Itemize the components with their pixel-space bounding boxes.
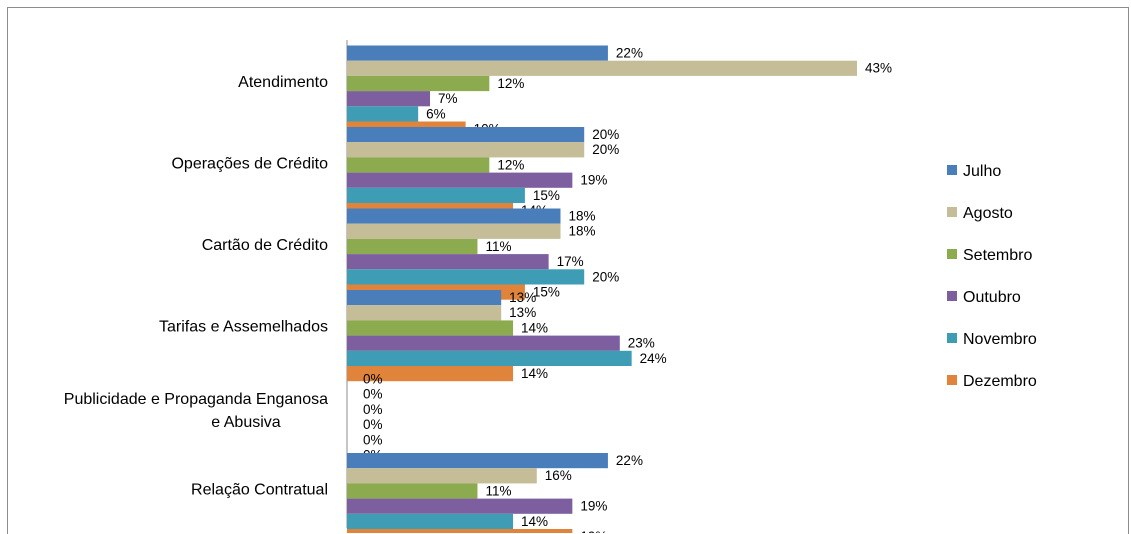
data-label: 11%: [485, 483, 511, 498]
category-label: Tarifas e Assemelhados: [159, 318, 328, 335]
data-label: 24%: [640, 351, 667, 366]
data-label: 43%: [865, 61, 892, 76]
data-label: 22%: [616, 46, 643, 61]
data-label: 19%: [580, 173, 607, 188]
bar-novembro: [347, 350, 632, 366]
bar-outubro: [347, 91, 431, 107]
bar-agosto: [347, 60, 857, 76]
bar-novembro: [347, 269, 585, 285]
data-label: 15%: [533, 285, 560, 300]
category-label: Publicidade e Propaganda Enganosa e Abusi…: [64, 391, 328, 431]
data-label: 0%: [363, 387, 383, 402]
bar-setembro: [347, 483, 478, 499]
category-label: Cartão de Crédito: [202, 237, 328, 254]
data-label: 22%: [616, 453, 643, 468]
bar-agosto: [347, 142, 585, 158]
legend-label: Setembro: [963, 247, 1032, 264]
data-label: 15%: [533, 188, 560, 203]
data-label: 17%: [557, 254, 584, 269]
category-label: Atendimento: [238, 74, 328, 91]
data-label: 20%: [592, 142, 619, 157]
legend-label: Julho: [963, 163, 1001, 180]
data-label: 0%: [363, 402, 383, 417]
bar-novembro: [347, 513, 514, 529]
data-label: 6%: [426, 106, 446, 121]
data-label: 19%: [580, 529, 607, 533]
bar-julho: [347, 208, 561, 224]
bar-setembro: [347, 320, 514, 336]
data-label: 12%: [497, 76, 524, 91]
bar-setembro: [347, 157, 490, 173]
data-label: 0%: [363, 372, 383, 387]
bar-agosto: [347, 468, 537, 484]
bar-setembro: [347, 238, 478, 255]
data-label: 20%: [592, 269, 619, 284]
data-label: 0%: [363, 432, 383, 447]
data-label: 19%: [580, 499, 607, 514]
legend-swatch: [947, 291, 957, 301]
data-label: 7%: [438, 91, 458, 106]
legend-swatch: [947, 165, 957, 175]
data-label: 14%: [521, 514, 548, 529]
data-label: 0%: [363, 417, 383, 432]
legend-swatch: [947, 207, 957, 217]
bar-outubro: [347, 335, 620, 351]
bar-julho: [347, 127, 585, 143]
chart-frame: [7, 7, 1129, 534]
bar-julho: [347, 290, 502, 306]
data-label: 18%: [568, 224, 595, 239]
bar-agosto: [347, 223, 561, 239]
legend-label: Dezembro: [963, 373, 1037, 390]
bar-outubro: [347, 254, 549, 270]
category-label: Relação Contratual: [191, 481, 328, 498]
bar-novembro: [347, 187, 525, 203]
legend-swatch: [947, 333, 957, 343]
legend-swatch: [947, 375, 957, 385]
data-label: 12%: [497, 157, 524, 172]
data-label: 13%: [509, 305, 536, 320]
bar-julho: [347, 45, 608, 61]
legend-label: Outubro: [963, 289, 1021, 306]
legend-label: Agosto: [963, 205, 1013, 222]
data-label: 20%: [592, 127, 619, 142]
data-label: 16%: [545, 468, 572, 483]
data-label: 14%: [521, 366, 548, 381]
bar-novembro: [347, 106, 419, 122]
bar-outubro: [347, 172, 573, 188]
data-label: 11%: [485, 239, 511, 254]
data-label: 23%: [628, 336, 655, 351]
data-label: 14%: [521, 320, 548, 335]
bar-setembro: [347, 75, 490, 92]
legend-label: Novembro: [963, 331, 1037, 348]
data-label: 13%: [509, 290, 536, 305]
legend-swatch: [947, 249, 957, 259]
data-label: 18%: [568, 209, 595, 224]
bar-dezembro: [347, 366, 514, 382]
category-label: Operações de Crédito: [171, 155, 328, 172]
bar-dezembro: [347, 529, 573, 533]
bar-agosto: [347, 305, 502, 321]
bar-julho: [347, 453, 608, 469]
bar-outubro: [347, 498, 573, 514]
